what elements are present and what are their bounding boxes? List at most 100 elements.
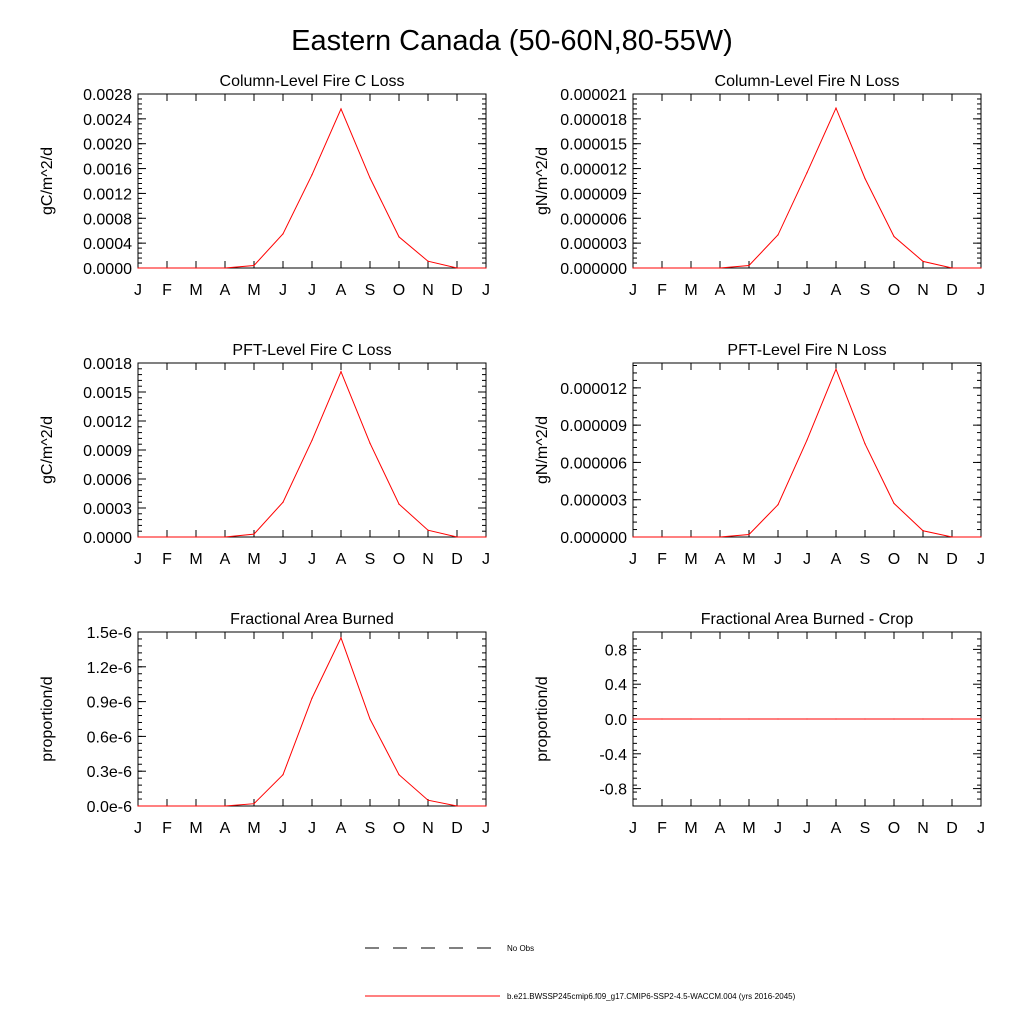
figure-title: Eastern Canada (50-60N,80-55W): [291, 25, 733, 57]
x-tick-label: O: [888, 551, 900, 568]
data-point: [748, 718, 750, 720]
x-tick-label: J: [279, 551, 287, 568]
data-point: [166, 536, 168, 538]
x-tick-label: J: [308, 551, 316, 568]
x-tick-label: D: [451, 282, 463, 299]
data-point: [340, 371, 342, 373]
y-tick-label: 0.4: [605, 677, 627, 694]
data-point: [485, 805, 487, 807]
data-point: [340, 108, 342, 110]
y-tick-label: 0.0004: [83, 236, 132, 253]
x-tick-label: J: [629, 551, 637, 568]
series-line-1: [138, 636, 486, 807]
data-point: [951, 718, 953, 720]
y-tick-label: 0.0012: [83, 186, 132, 203]
x-tick-label: J: [803, 820, 811, 837]
x-tick-label: J: [134, 551, 142, 568]
y-tick-label: 1.2e-6: [87, 660, 132, 677]
panel-title: Column-Level Fire C Loss: [220, 73, 405, 90]
x-tick-label: N: [917, 551, 929, 568]
data-point: [661, 718, 663, 720]
data-point: [485, 267, 487, 269]
x-tick-label: J: [977, 282, 985, 299]
data-point: [224, 267, 226, 269]
y-tick-label: 0.0008: [83, 211, 132, 228]
data-point: [340, 637, 342, 639]
series-line-1: [633, 367, 981, 538]
plot-frame: [137, 631, 487, 807]
data-point: [893, 502, 895, 505]
data-point: [195, 536, 197, 538]
y-tick-label: 0.0: [605, 712, 627, 729]
y-tick-label: 0.0016: [83, 162, 132, 179]
x-tick-label: A: [220, 282, 231, 299]
data-point: [369, 442, 371, 444]
data-point: [690, 536, 692, 538]
data-point: [282, 501, 284, 503]
data-point: [864, 443, 866, 445]
data-point: [690, 267, 692, 269]
x-tick-label: M: [189, 551, 202, 568]
x-tick-label: J: [279, 282, 287, 299]
x-tick-label: J: [977, 820, 985, 837]
y-tick-label: 1.5e-6: [87, 625, 132, 642]
x-tick-label: A: [831, 551, 842, 568]
x-tick-label: M: [247, 282, 260, 299]
x-tick-label: N: [422, 551, 434, 568]
x-tick-label: A: [220, 551, 231, 568]
data-point: [456, 536, 458, 538]
data-point: [456, 805, 458, 807]
x-tick-label: J: [774, 820, 782, 837]
y-tick-label: 0.000021: [560, 87, 627, 104]
x-tick-label: F: [657, 820, 667, 837]
data-point: [777, 234, 779, 236]
data-point: [951, 536, 953, 538]
data-point: [835, 718, 837, 720]
x-tick-label: J: [482, 820, 490, 837]
x-tick-label: A: [336, 551, 347, 568]
x-tick-label: M: [684, 282, 697, 299]
data-point: [893, 718, 895, 720]
y-tick-label: 0.000000: [560, 261, 627, 278]
x-tick-label: F: [162, 551, 172, 568]
x-tick-label: S: [365, 820, 376, 837]
x-tick-label: M: [684, 820, 697, 837]
y-tick-label: 0.9e-6: [87, 695, 132, 712]
data-point: [806, 172, 808, 174]
legend-obs-label: No Obs: [507, 944, 534, 953]
y-tick-label: 0.0028: [83, 87, 132, 104]
x-tick-label: D: [451, 551, 463, 568]
y-tick-label: 0.0009: [83, 443, 132, 460]
data-point: [719, 267, 721, 269]
x-tick-label: M: [742, 551, 755, 568]
x-tick-label: F: [162, 820, 172, 837]
data-point: [835, 107, 837, 109]
panel-title: Fractional Area Burned - Crop: [701, 611, 914, 628]
panel-title: Column-Level Fire N Loss: [715, 73, 900, 90]
data-point: [282, 233, 284, 235]
data-point: [980, 718, 982, 720]
y-tick-label: -0.4: [599, 747, 627, 764]
y-tick-label: 0.6e-6: [87, 729, 132, 746]
x-tick-label: J: [482, 551, 490, 568]
x-tick-label: O: [393, 282, 405, 299]
data-point: [806, 718, 808, 720]
y-tick-label: -0.8: [599, 782, 627, 799]
x-tick-label: O: [393, 820, 405, 837]
y-tick-label: 0.000003: [560, 493, 627, 510]
y-tick-label: 0.0018: [83, 356, 132, 373]
data-point: [369, 718, 371, 720]
y-tick-label: 0.000012: [560, 162, 627, 179]
data-point: [137, 267, 139, 269]
data-point: [485, 536, 487, 538]
data-point: [224, 805, 226, 807]
y-tick-label: 0.0000: [83, 261, 132, 278]
x-tick-label: J: [977, 551, 985, 568]
data-point: [864, 718, 866, 720]
legend: No Obs b.e21.BWSSP245cmip6.f09_g17.CMIP6…: [365, 944, 796, 1001]
